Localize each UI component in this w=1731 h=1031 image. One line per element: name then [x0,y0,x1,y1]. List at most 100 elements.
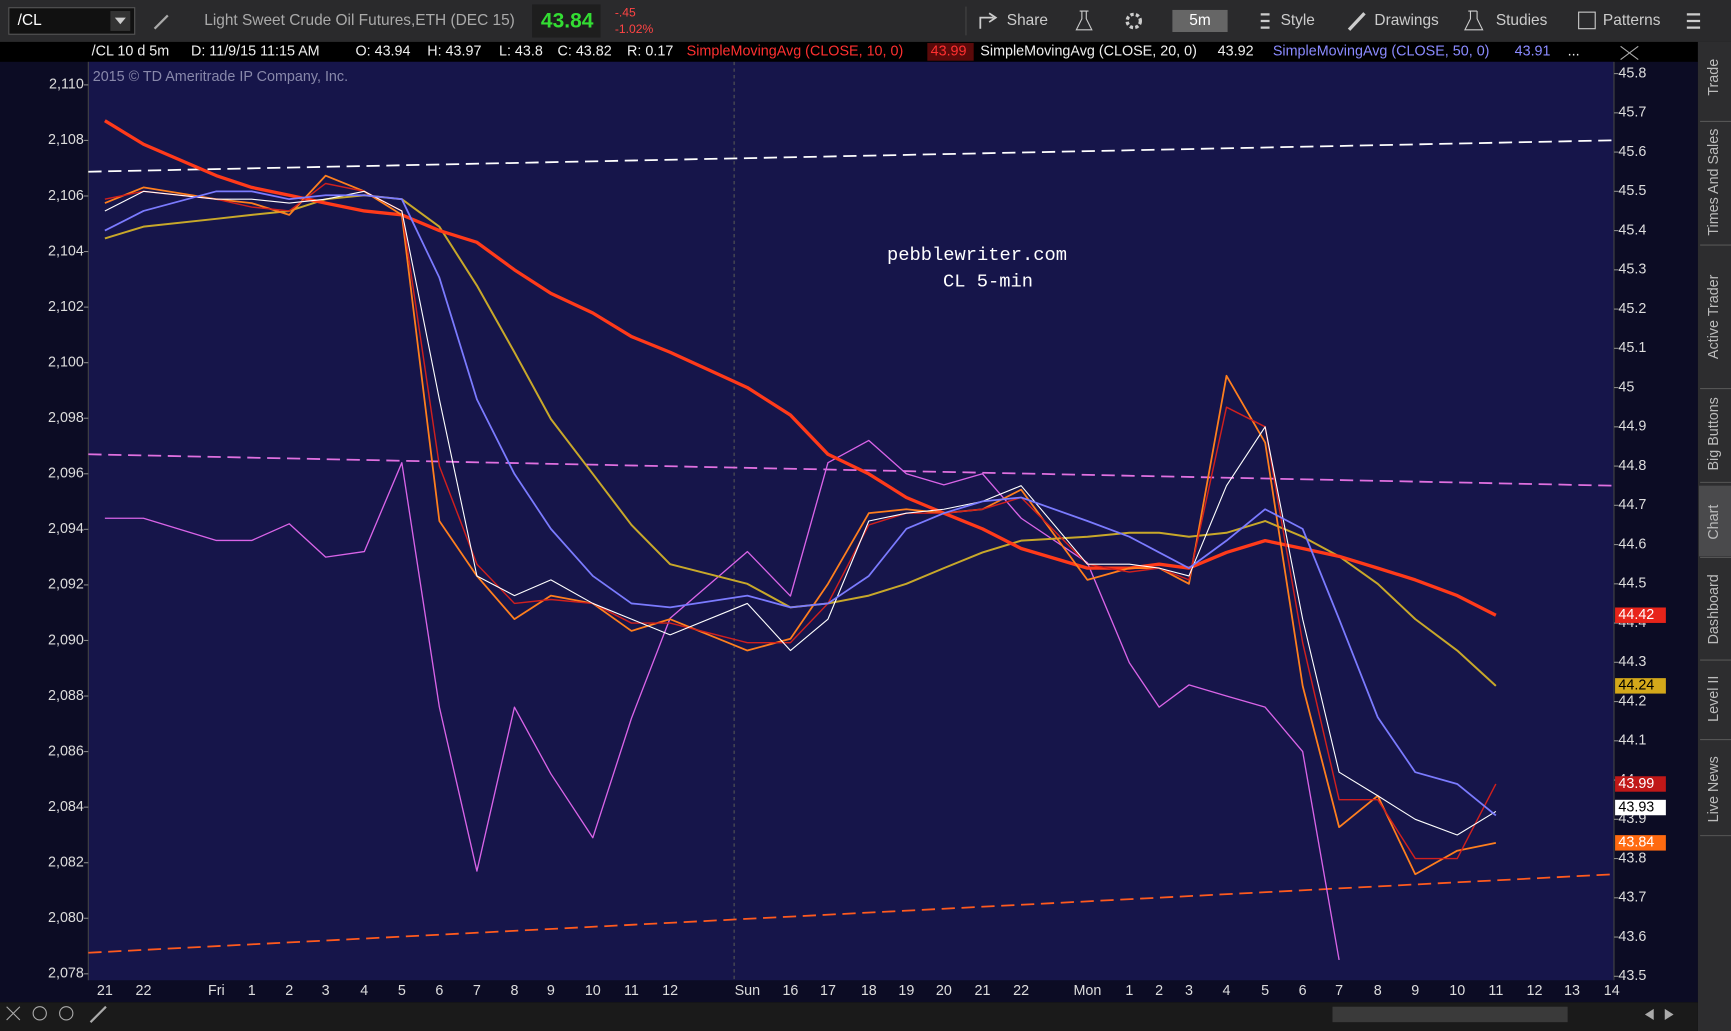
sidebar-tab[interactable]: Live News [1706,756,1722,822]
x-tick-label: 21 [975,983,991,999]
draw-icon[interactable] [89,1005,107,1023]
x-tick-label: 5 [398,983,406,999]
x-tick-label: 2 [1155,983,1163,999]
price-label-box [1615,776,1666,792]
price-label: 43.93 [1618,799,1654,815]
timeframe[interactable]: 5m [1189,12,1210,29]
x-tick-label: 16 [782,983,798,999]
x-tick-label: 4 [1223,983,1231,999]
y2-tick-label: 2,088 [48,688,84,704]
info-low: L: 43.8 [499,44,543,60]
last-price: 43.84 [541,10,594,33]
y-tick-label: 45.6 [1618,144,1646,160]
y2-tick-label: 2,080 [48,910,84,926]
studies-icon[interactable] [1464,10,1484,31]
style-icon[interactable] [1260,13,1270,29]
x-tick-label: 17 [820,983,836,999]
y2-tick-label: 2,082 [48,855,84,871]
y-tick-label: 44.7 [1618,497,1646,513]
gear-icon[interactable] [1125,12,1143,30]
sidebar-tab[interactable]: Big Buttons [1706,397,1722,470]
scrollbar[interactable] [1332,1006,1568,1023]
x-tick-label: 14 [1604,983,1620,999]
sidebar-tab[interactable]: Times And Sales [1706,129,1722,236]
series-line [104,190,1497,817]
y-tick-label: 43.8 [1618,850,1646,866]
y-tick-label: 44.5 [1618,576,1646,592]
watermark: 2015 © TD Ameritrade IP Company, Inc. [93,69,348,85]
x-tick-label: 18 [861,983,877,999]
change-pct: -1.02% [615,22,654,36]
y2-tick-label: 2,096 [48,466,84,482]
series-line [104,439,1340,961]
timeframe-box[interactable] [1172,9,1228,33]
plot: 43.543.643.743.843.94444.144.244.344.444… [48,65,1666,999]
link-icon[interactable] [153,14,169,30]
x-tick-label: 1 [248,983,256,999]
trendline [88,453,1614,487]
patterns-icon[interactable] [1578,11,1596,30]
info-title: /CL 10 d 5m [92,44,170,60]
price-label-box [1615,835,1666,851]
y-tick-label: 45.5 [1618,183,1646,199]
sma10-value: 43.99 [931,44,967,60]
info-bar [0,41,1698,62]
y2-tick-label: 2,092 [48,577,84,593]
last-box [532,4,601,38]
annotation: CL 5-min [943,270,1033,292]
share-icon[interactable] [979,12,998,29]
share[interactable]: Share [1007,12,1048,29]
studies[interactable]: Studies [1496,12,1548,29]
sma10-value-box [927,43,974,61]
sidebar-tab[interactable]: Active Trader [1706,274,1722,359]
style[interactable]: Style [1281,12,1315,29]
price-label: 44.24 [1618,678,1654,694]
symbol[interactable]: /CL [18,12,42,29]
x-tick-label: 8 [1374,983,1382,999]
y-tick-label: 45.1 [1618,340,1646,356]
zoom-out[interactable] [59,1006,74,1021]
x-tick-label: 5 [1261,983,1269,999]
sidebar-tab[interactable]: Chart [1706,505,1722,540]
change: -.45 [615,5,636,19]
collapse-icon[interactable] [1620,45,1639,61]
y-tick-label: 45.8 [1618,65,1646,81]
y-tick-label: 44.3 [1618,654,1646,670]
patterns[interactable]: Patterns [1603,12,1661,29]
drawings-icon[interactable] [1347,12,1366,31]
y-tick-label: 44.6 [1618,536,1646,552]
series-line [104,174,1497,876]
zoom-in[interactable] [32,1006,47,1021]
x-tick-label: 8 [510,983,518,999]
sidebar-tab[interactable]: Dashboard [1706,574,1722,644]
y2-tick-label: 2,090 [48,632,84,648]
scroll-arrows[interactable] [1644,1008,1674,1020]
price-label: 44.42 [1618,607,1654,623]
price-label-box [1615,678,1666,694]
y2-tick-label: 2,086 [48,743,84,759]
menu-icon[interactable] [1686,13,1701,29]
x-tick-label: 10 [1449,983,1465,999]
price-label: 43.84 [1618,835,1654,851]
flask-icon[interactable] [1075,10,1093,31]
x-tick-label: 19 [898,983,914,999]
y-tick-label: 45 [1618,379,1634,395]
info-more[interactable]: ... [1568,44,1580,60]
x-tick-label: 3 [322,983,330,999]
reset-icon[interactable] [6,1006,21,1021]
y-tick-label: 44.9 [1618,419,1646,435]
sidebar-tab[interactable]: Level II [1706,676,1722,722]
sma10-label: SimpleMovingAvg (CLOSE, 10, 0) [687,44,904,60]
drawings[interactable]: Drawings [1374,12,1439,29]
y-tick-label: 43.6 [1618,929,1646,945]
trendline [88,139,1614,173]
x-tick-label: Mon [1073,983,1101,999]
y2-tick-label: 2,104 [48,243,84,259]
y2-tick-label: 2,078 [48,966,84,982]
y-tick-label: 43.7 [1618,890,1646,906]
sidebar-tab[interactable]: Trade [1706,59,1722,96]
x-tick-label: 11 [624,983,639,999]
plot-area [88,61,1614,981]
y2-tick-label: 2,098 [48,410,84,426]
price-label-box [1615,607,1666,623]
